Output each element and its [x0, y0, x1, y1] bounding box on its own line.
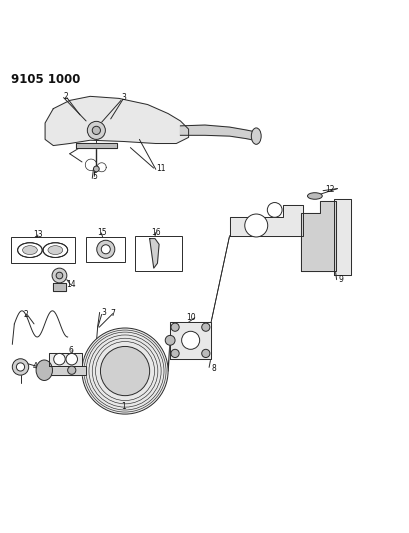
Polygon shape — [45, 366, 86, 375]
Polygon shape — [149, 239, 159, 268]
Ellipse shape — [22, 246, 37, 255]
Text: 1: 1 — [121, 402, 126, 411]
Text: 6: 6 — [69, 345, 74, 354]
Text: 2: 2 — [63, 92, 68, 101]
Circle shape — [92, 126, 100, 134]
Circle shape — [54, 353, 65, 365]
Circle shape — [244, 214, 267, 237]
Text: 9105 1000: 9105 1000 — [11, 72, 81, 86]
Circle shape — [100, 346, 149, 395]
Text: 13: 13 — [34, 230, 43, 239]
Text: 7: 7 — [110, 309, 115, 318]
Circle shape — [165, 335, 175, 345]
Bar — [135, 236, 182, 271]
Text: 5: 5 — [92, 172, 97, 181]
Text: 2: 2 — [24, 310, 29, 319]
Polygon shape — [180, 125, 254, 140]
Circle shape — [93, 166, 99, 172]
Circle shape — [12, 359, 29, 375]
Polygon shape — [45, 96, 188, 146]
Circle shape — [67, 366, 76, 374]
Circle shape — [87, 122, 105, 140]
Ellipse shape — [36, 360, 52, 381]
Polygon shape — [229, 205, 303, 236]
Ellipse shape — [48, 246, 63, 255]
Circle shape — [97, 240, 115, 259]
Text: 4: 4 — [33, 361, 38, 370]
Text: 3: 3 — [121, 93, 126, 102]
Circle shape — [181, 332, 199, 349]
Circle shape — [201, 349, 209, 358]
Text: 16: 16 — [151, 228, 161, 237]
Circle shape — [101, 245, 110, 254]
Polygon shape — [333, 199, 350, 274]
Text: 14: 14 — [66, 280, 76, 289]
Text: 12: 12 — [324, 185, 334, 194]
Circle shape — [171, 349, 179, 358]
Circle shape — [267, 203, 281, 217]
Circle shape — [16, 363, 25, 371]
Ellipse shape — [307, 193, 321, 199]
Bar — [86, 237, 125, 262]
Circle shape — [82, 328, 168, 414]
Polygon shape — [170, 322, 211, 359]
Bar — [11, 237, 75, 263]
Text: 8: 8 — [211, 364, 216, 373]
Text: 10: 10 — [186, 313, 196, 322]
Text: 9: 9 — [338, 275, 343, 284]
Circle shape — [171, 323, 179, 332]
Polygon shape — [49, 353, 82, 366]
Ellipse shape — [251, 128, 261, 144]
Text: 3: 3 — [101, 308, 106, 317]
Circle shape — [52, 268, 67, 283]
Circle shape — [66, 353, 77, 365]
Polygon shape — [53, 283, 65, 291]
Polygon shape — [301, 201, 335, 271]
Circle shape — [201, 323, 209, 332]
Polygon shape — [76, 143, 117, 148]
Text: 11: 11 — [155, 164, 165, 173]
Circle shape — [56, 272, 63, 279]
Text: 15: 15 — [97, 228, 106, 237]
